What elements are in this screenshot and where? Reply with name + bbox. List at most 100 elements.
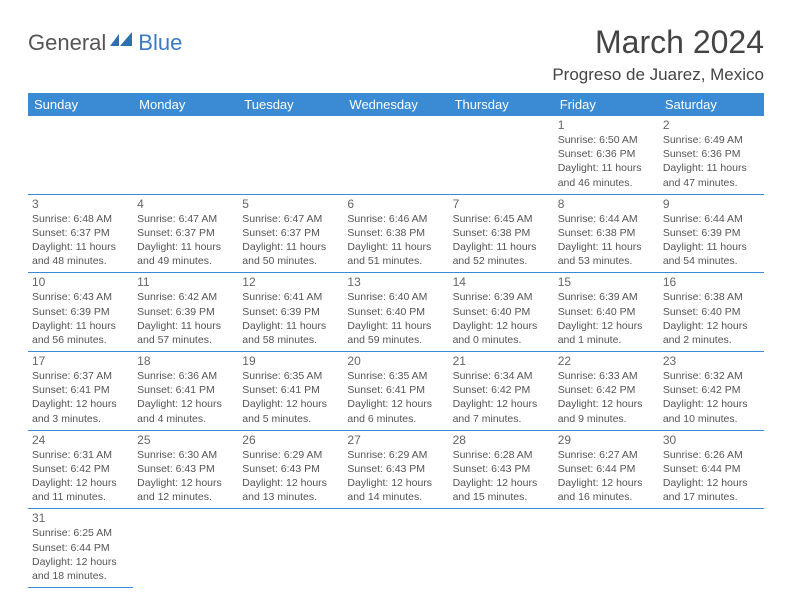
sunset-text: Sunset: 6:39 PM	[137, 305, 234, 319]
day-number: 4	[137, 197, 234, 211]
daylight-text: Daylight: 11 hours and 53 minutes.	[558, 240, 655, 268]
sunset-text: Sunset: 6:36 PM	[663, 147, 760, 161]
sunrise-text: Sunrise: 6:30 AM	[137, 448, 234, 462]
sunset-text: Sunset: 6:40 PM	[347, 305, 444, 319]
calendar-cell: 15Sunrise: 6:39 AMSunset: 6:40 PMDayligh…	[554, 273, 659, 352]
calendar-cell: 30Sunrise: 6:26 AMSunset: 6:44 PMDayligh…	[659, 430, 764, 509]
calendar-cell: 31Sunrise: 6:25 AMSunset: 6:44 PMDayligh…	[28, 509, 133, 588]
calendar-cell: 16Sunrise: 6:38 AMSunset: 6:40 PMDayligh…	[659, 273, 764, 352]
day-number: 15	[558, 275, 655, 289]
sunset-text: Sunset: 6:44 PM	[32, 541, 129, 555]
sunrise-text: Sunrise: 6:34 AM	[453, 369, 550, 383]
calendar-cell	[133, 116, 238, 194]
calendar-cell: 22Sunrise: 6:33 AMSunset: 6:42 PMDayligh…	[554, 352, 659, 431]
title-block: March 2024 Progreso de Juarez, Mexico	[552, 24, 764, 85]
daylight-text: Daylight: 12 hours and 10 minutes.	[663, 397, 760, 425]
sunrise-text: Sunrise: 6:50 AM	[558, 133, 655, 147]
daylight-text: Daylight: 12 hours and 3 minutes.	[32, 397, 129, 425]
sunset-text: Sunset: 6:38 PM	[347, 226, 444, 240]
calendar-cell: 26Sunrise: 6:29 AMSunset: 6:43 PMDayligh…	[238, 430, 343, 509]
day-number: 11	[137, 275, 234, 289]
location-text: Progreso de Juarez, Mexico	[552, 65, 764, 85]
calendar-table: Sunday Monday Tuesday Wednesday Thursday…	[28, 93, 764, 588]
daylight-text: Daylight: 11 hours and 46 minutes.	[558, 161, 655, 189]
calendar-cell	[554, 509, 659, 588]
sunrise-text: Sunrise: 6:49 AM	[663, 133, 760, 147]
day-number: 31	[32, 511, 129, 525]
daylight-text: Daylight: 12 hours and 9 minutes.	[558, 397, 655, 425]
daylight-text: Daylight: 12 hours and 12 minutes.	[137, 476, 234, 504]
sunset-text: Sunset: 6:43 PM	[242, 462, 339, 476]
daylight-text: Daylight: 11 hours and 59 minutes.	[347, 319, 444, 347]
calendar-row: 17Sunrise: 6:37 AMSunset: 6:41 PMDayligh…	[28, 352, 764, 431]
calendar-cell: 23Sunrise: 6:32 AMSunset: 6:42 PMDayligh…	[659, 352, 764, 431]
daylight-text: Daylight: 12 hours and 4 minutes.	[137, 397, 234, 425]
sunset-text: Sunset: 6:42 PM	[32, 462, 129, 476]
day-number: 23	[663, 354, 760, 368]
daylight-text: Daylight: 12 hours and 13 minutes.	[242, 476, 339, 504]
sunset-text: Sunset: 6:38 PM	[453, 226, 550, 240]
sunrise-text: Sunrise: 6:38 AM	[663, 290, 760, 304]
day-number: 22	[558, 354, 655, 368]
sunset-text: Sunset: 6:41 PM	[137, 383, 234, 397]
daylight-text: Daylight: 12 hours and 11 minutes.	[32, 476, 129, 504]
sunset-text: Sunset: 6:42 PM	[558, 383, 655, 397]
sunrise-text: Sunrise: 6:35 AM	[242, 369, 339, 383]
day-header: Tuesday	[238, 93, 343, 116]
day-number: 21	[453, 354, 550, 368]
sunset-text: Sunset: 6:42 PM	[453, 383, 550, 397]
calendar-cell: 10Sunrise: 6:43 AMSunset: 6:39 PMDayligh…	[28, 273, 133, 352]
sunrise-text: Sunrise: 6:47 AM	[137, 212, 234, 226]
sunset-text: Sunset: 6:41 PM	[347, 383, 444, 397]
sunrise-text: Sunrise: 6:44 AM	[663, 212, 760, 226]
sunset-text: Sunset: 6:37 PM	[32, 226, 129, 240]
sunrise-text: Sunrise: 6:44 AM	[558, 212, 655, 226]
daylight-text: Daylight: 12 hours and 1 minute.	[558, 319, 655, 347]
sunrise-text: Sunrise: 6:31 AM	[32, 448, 129, 462]
day-number: 26	[242, 433, 339, 447]
sunrise-text: Sunrise: 6:43 AM	[32, 290, 129, 304]
calendar-cell: 24Sunrise: 6:31 AMSunset: 6:42 PMDayligh…	[28, 430, 133, 509]
sunset-text: Sunset: 6:40 PM	[453, 305, 550, 319]
day-number: 20	[347, 354, 444, 368]
sunrise-text: Sunrise: 6:35 AM	[347, 369, 444, 383]
sunset-text: Sunset: 6:39 PM	[663, 226, 760, 240]
sunrise-text: Sunrise: 6:29 AM	[347, 448, 444, 462]
calendar-row: 24Sunrise: 6:31 AMSunset: 6:42 PMDayligh…	[28, 430, 764, 509]
daylight-text: Daylight: 12 hours and 17 minutes.	[663, 476, 760, 504]
day-header-row: Sunday Monday Tuesday Wednesday Thursday…	[28, 93, 764, 116]
calendar-cell: 25Sunrise: 6:30 AMSunset: 6:43 PMDayligh…	[133, 430, 238, 509]
calendar-cell	[659, 509, 764, 588]
daylight-text: Daylight: 11 hours and 52 minutes.	[453, 240, 550, 268]
daylight-text: Daylight: 12 hours and 0 minutes.	[453, 319, 550, 347]
calendar-cell: 11Sunrise: 6:42 AMSunset: 6:39 PMDayligh…	[133, 273, 238, 352]
day-number: 2	[663, 118, 760, 132]
sunset-text: Sunset: 6:44 PM	[663, 462, 760, 476]
brand-logo: General Blue	[28, 30, 182, 56]
day-number: 28	[453, 433, 550, 447]
sunrise-text: Sunrise: 6:40 AM	[347, 290, 444, 304]
calendar-cell	[133, 509, 238, 588]
calendar-cell: 21Sunrise: 6:34 AMSunset: 6:42 PMDayligh…	[449, 352, 554, 431]
calendar-cell: 20Sunrise: 6:35 AMSunset: 6:41 PMDayligh…	[343, 352, 448, 431]
day-number: 18	[137, 354, 234, 368]
daylight-text: Daylight: 11 hours and 50 minutes.	[242, 240, 339, 268]
sunrise-text: Sunrise: 6:36 AM	[137, 369, 234, 383]
sunset-text: Sunset: 6:38 PM	[558, 226, 655, 240]
calendar-cell: 2Sunrise: 6:49 AMSunset: 6:36 PMDaylight…	[659, 116, 764, 194]
day-number: 6	[347, 197, 444, 211]
sunrise-text: Sunrise: 6:48 AM	[32, 212, 129, 226]
day-number: 5	[242, 197, 339, 211]
brand-blue-text: Blue	[138, 30, 182, 56]
daylight-text: Daylight: 12 hours and 7 minutes.	[453, 397, 550, 425]
month-title: March 2024	[552, 24, 764, 61]
day-number: 19	[242, 354, 339, 368]
daylight-text: Daylight: 12 hours and 15 minutes.	[453, 476, 550, 504]
calendar-cell: 17Sunrise: 6:37 AMSunset: 6:41 PMDayligh…	[28, 352, 133, 431]
sunset-text: Sunset: 6:39 PM	[32, 305, 129, 319]
sunset-text: Sunset: 6:41 PM	[32, 383, 129, 397]
day-number: 16	[663, 275, 760, 289]
day-header: Sunday	[28, 93, 133, 116]
calendar-row: 31Sunrise: 6:25 AMSunset: 6:44 PMDayligh…	[28, 509, 764, 588]
daylight-text: Daylight: 11 hours and 51 minutes.	[347, 240, 444, 268]
